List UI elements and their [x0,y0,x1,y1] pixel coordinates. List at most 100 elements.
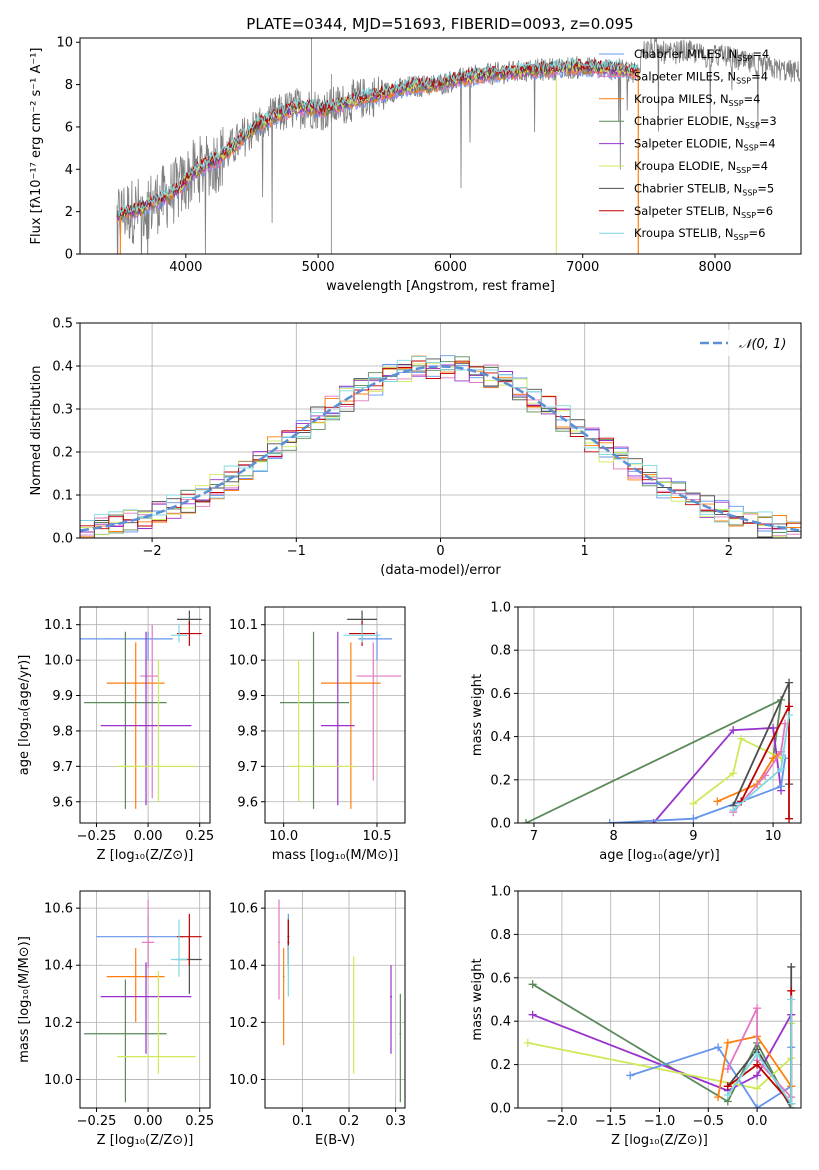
mass-weight-marker [785,702,794,711]
x-tick-label: −1.5 [595,1114,627,1129]
mass-weight-marker [626,1071,635,1080]
axes-frame [264,890,406,1109]
x-tick-label: 8000 [698,260,731,275]
mass-weight-marker [689,799,698,808]
x-tick-label: 7000 [566,260,599,275]
mass-weight-marker [787,1099,796,1108]
errorbar-point [100,962,192,1054]
x-tick-label: 1 [581,544,589,559]
mass-weight-marker [723,1090,732,1099]
mass-weight-line [532,983,792,1108]
errorbar-point [356,642,402,781]
mass-weight-marker [737,734,746,743]
mass-weight-marker [787,962,796,971]
x-axis-label: Z [log₁₀(Z/Z⊙)] [97,1133,194,1148]
x-tick-label: 0.1 [292,1114,313,1129]
mass-weight-marker [753,1004,762,1013]
x-axis-label: age [log₁₀(age/yr)] [599,848,720,863]
grid-mass_vs_ebv [265,891,405,1108]
errorbar-point [84,631,167,809]
y-tick-label: 0.8 [490,644,511,659]
plot-area-spectrum [116,38,801,254]
errorbar-point [106,948,165,1023]
x-axis-label: wavelength [Angstrom, rest frame] [326,279,555,294]
y-axis-label: mass [log₁₀(M/M⊙)] [17,936,32,1063]
mass-weight-marker [723,1064,732,1073]
grid-mass_vs_Z [80,891,210,1108]
legend-label: Salpeter MILES, NSSP=4 [634,69,768,85]
y-tick-label: 0.5 [52,317,73,332]
mass-weight-marker [753,1084,762,1093]
y-tick-label: 1.0 [490,601,511,616]
errorbar-point [117,660,196,802]
errorbar-point [352,956,355,1074]
mass-weight-marker [777,765,786,773]
model-spectrum-line [117,60,639,217]
x-tick-label: 0 [436,544,444,559]
y-tick-label: 6 [65,120,73,135]
y-tick-label: 10.0 [229,654,258,669]
mass-weight-line [727,999,793,1107]
x-tick-label: 0.2 [339,1114,360,1129]
x-tick-label: 0.25 [185,829,214,844]
errorbar-point [390,965,392,1054]
errorbar-point [84,979,167,1103]
mass-weight-marker [689,814,698,823]
y-tick-label: 10.1 [229,618,258,633]
y-tick-label: 0 [65,248,73,263]
plot-area-mass_vs_Z [84,899,202,1103]
x-tick-label: 0.3 [385,1114,406,1129]
panel-age_vs_mass: 10.0 10.5 9.6 9.7 9.8 9.9 10.0 10.1 mass [log₁₀(… [229,606,406,863]
legend-label: Chabrier STELIB, NSSP=5 [634,181,774,197]
legend-label: Kroupa MILES, NSSP=4 [634,92,760,108]
mass-weight-marker [785,711,794,719]
mass-weight-marker [753,1060,762,1069]
legend-label: Salpeter ELODIE, NSSP=4 [634,137,776,153]
x-tick-label: 7 [530,829,538,844]
plot-area-mass_weight_vs_Z [523,962,796,1108]
mass-weight-line [532,1013,792,1092]
panel-spectrum: 4000 5000 6000 7000 8000 0 2 4 6 8 10 wavelength [A… [29,36,802,294]
errorbar-point [176,913,202,966]
panel-residuals: −2 −1 0 1 2 0.0 0.1 0.2 0.3 0.4 0.5 (data-model)/er… [29,317,802,578]
mass-weight-marker [729,769,738,778]
mass-weight-marker [729,726,738,735]
mass-weight-marker [713,797,722,806]
y-tick-label: 0.0 [490,817,511,832]
errorbar-point [100,631,192,806]
errorbar-point [358,631,392,661]
mass-weight-marker [729,806,738,815]
x-tick-label: 8 [610,829,618,844]
histogram-step [80,360,801,530]
y-tick-label: 10 [56,36,73,51]
mass-weight-line [716,751,782,803]
x-tick-label: 0.25 [185,1114,214,1129]
x-tick-label: −2.0 [546,1114,578,1129]
y-tick-label: 0.2 [52,446,73,461]
errorbar-point [80,631,173,661]
mass-weight-marker [753,1049,762,1058]
y-tick-label: 9.9 [237,689,258,704]
errorbar-point [289,660,357,802]
errorbar-point [139,624,159,799]
mass-weight-line [652,727,782,823]
y-tick-label: 0.3 [52,403,73,418]
y-tick-label: 9.6 [237,795,258,810]
y-tick-label: 9.7 [237,760,258,775]
model-spectrum-line [116,58,639,216]
x-axis-label: mass [log₁₀(M/M⊙)] [272,848,399,863]
y-tick-label: 9.8 [52,724,73,739]
errorbar-point [278,899,280,1000]
mass-weight-marker [605,819,614,823]
y-axis-label: Normed distribution [29,366,44,496]
x-tick-label: 9 [689,829,697,844]
mass-weight-line [732,723,786,813]
axes-frame [264,606,406,824]
panel-mass_vs_Z: −0.25 0.00 0.25 10.0 10.2 10.4 10.6 Z [log₁₀(Z/… [17,890,214,1148]
errorbar-point [287,945,290,997]
plot-area-age_vs_Z [80,610,202,809]
x-tick-label: 0.00 [134,829,163,844]
